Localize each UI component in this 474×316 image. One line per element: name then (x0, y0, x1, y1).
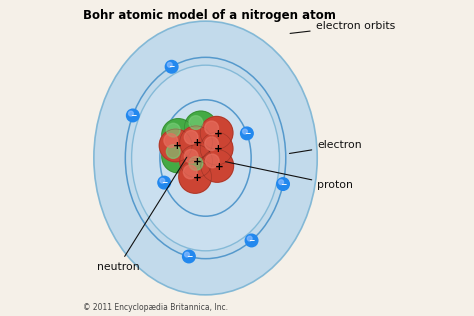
Text: −: − (248, 236, 255, 245)
Circle shape (189, 157, 203, 170)
Circle shape (183, 165, 197, 179)
Circle shape (128, 111, 133, 116)
Text: +: + (193, 157, 202, 167)
Circle shape (184, 149, 198, 163)
Circle shape (247, 236, 252, 241)
Circle shape (159, 129, 192, 162)
Circle shape (200, 117, 233, 149)
Text: −: − (168, 62, 175, 71)
Circle shape (180, 145, 212, 178)
Text: +: + (214, 162, 223, 172)
Circle shape (166, 145, 180, 158)
Circle shape (127, 109, 139, 122)
Circle shape (205, 137, 219, 150)
Circle shape (184, 152, 217, 185)
Circle shape (165, 60, 178, 73)
Circle shape (184, 131, 198, 144)
Circle shape (167, 63, 172, 67)
Circle shape (279, 180, 283, 185)
Circle shape (184, 111, 217, 144)
Circle shape (179, 161, 211, 193)
Text: +: + (193, 138, 202, 148)
Text: Bohr atomic model of a nitrogen atom: Bohr atomic model of a nitrogen atom (83, 9, 336, 21)
Text: −: − (280, 179, 286, 189)
Circle shape (158, 176, 171, 189)
Circle shape (200, 132, 233, 165)
Circle shape (184, 252, 189, 257)
Text: −: − (186, 252, 192, 261)
Text: +: + (214, 129, 223, 139)
Text: neutron: neutron (97, 157, 187, 271)
Circle shape (162, 140, 194, 173)
Circle shape (164, 134, 178, 147)
Text: electron: electron (290, 140, 362, 154)
Text: −: − (244, 129, 250, 138)
Text: +: + (192, 173, 201, 183)
Text: +: + (214, 144, 223, 155)
Text: −: − (161, 178, 167, 187)
Text: © 2011 Encyclopædia Britannica, Inc.: © 2011 Encyclopædia Britannica, Inc. (83, 303, 228, 312)
Circle shape (201, 149, 234, 182)
Circle shape (245, 234, 258, 247)
Circle shape (205, 154, 219, 168)
Ellipse shape (132, 65, 280, 251)
Text: +: + (173, 141, 182, 151)
Circle shape (160, 178, 164, 183)
Circle shape (241, 127, 253, 140)
Circle shape (189, 116, 203, 130)
Circle shape (162, 119, 194, 151)
Text: −: − (130, 111, 136, 120)
Ellipse shape (94, 21, 317, 295)
Circle shape (182, 250, 195, 263)
Circle shape (205, 121, 219, 135)
Circle shape (180, 126, 212, 159)
Circle shape (166, 123, 180, 137)
Circle shape (243, 129, 247, 134)
Text: electron orbits: electron orbits (290, 21, 395, 33)
Circle shape (277, 178, 289, 190)
Text: proton: proton (226, 162, 353, 190)
